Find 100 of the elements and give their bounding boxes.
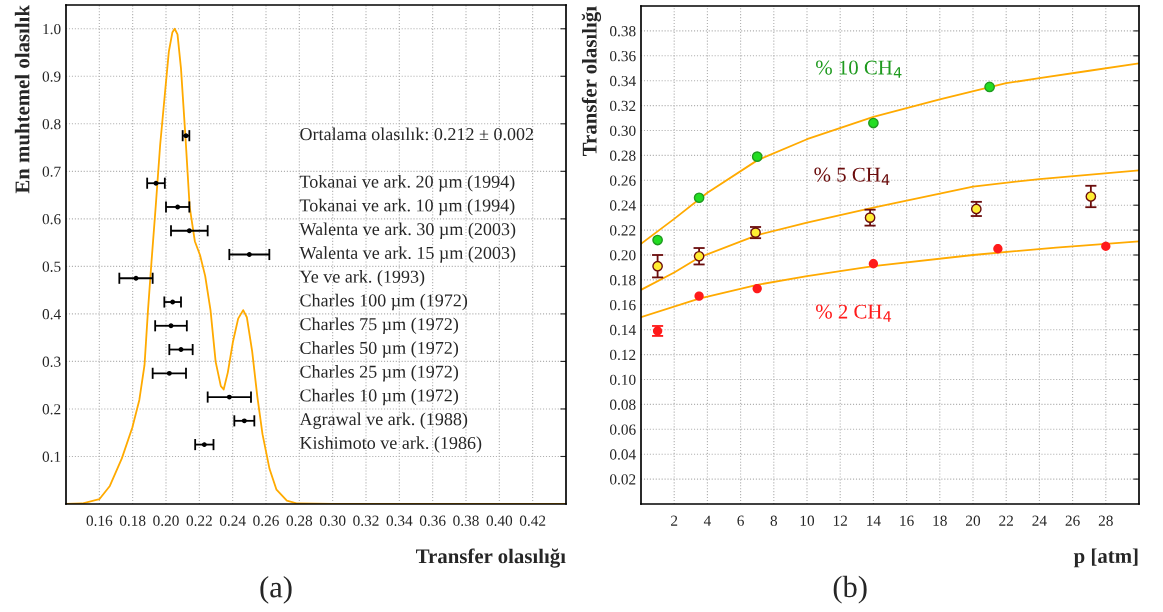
x-tick-label: 8 [770,515,778,526]
point [178,347,184,352]
line-series [641,62,1139,245]
point [133,275,139,281]
y-tick-label: 0.8 [42,118,61,130]
point [1085,191,1097,202]
y-tick-label: 0.32 [609,100,636,112]
x-tick-label: 0.38 [453,515,479,526]
y-tick-label: 0.30 [609,125,636,137]
point [241,418,247,424]
point [694,291,704,301]
point [201,442,207,448]
y-tick-label: 0.24 [609,200,636,211]
x-tick-label: 0.36 [419,515,446,526]
y-tick-label: 0.34 [609,75,636,87]
point [693,192,705,204]
y-tick-label: 0.6 [42,214,61,225]
y-tick-label: 0.12 [609,349,636,361]
y-tick-label: 0.04 [609,449,636,460]
point [993,244,1003,254]
point [868,259,879,269]
annotation: Ye ve ark. (1993) [299,270,425,287]
point [166,370,172,376]
text: % 10 CH$_{4}$ [816,60,902,78]
y-tick-label: 0.38 [609,26,636,37]
series-label: % 2 CH$_{4}$ [816,304,892,322]
y-tick-label: 0.1 [42,451,61,462]
y-tick-label: 0.20 [609,250,636,261]
point [246,252,252,257]
annotation: Charles 10 µm (1972) [300,388,459,406]
annotation: Tokanai ve ark. 10 µm (1994) [299,198,515,216]
x-tick-label: 18 [933,515,947,526]
x-tick-label: 28 [1098,515,1113,526]
y-tick-label: 0.9 [42,71,61,82]
x-tick-label: 6 [737,515,744,526]
point [153,180,159,186]
x-tick-label: 0.26 [253,515,279,526]
annotation: Walenta ve ark. 15 µm (2003) [299,246,516,263]
point [693,250,705,262]
y-tick-label: 0.4 [42,309,61,320]
series-label: % 5 CH$_{4}$ [814,167,890,185]
x-axis-title: Transfer olasılığı [416,548,566,568]
point [864,212,876,224]
point [984,81,995,93]
point [652,260,663,272]
annotation: Agrawal ve ark. (1988) [299,412,468,429]
point [751,151,763,162]
annotation: Ortalama olasılık: 0.212 ± 0.002 [300,127,534,141]
x-tick-label: 0.32 [353,515,379,526]
annotation: Tokanai ve ark. 20 µm (1994) [299,175,515,192]
x-tick-label: 0.20 [153,515,179,526]
annotation: Charles 100 µm (1972) [300,293,468,311]
y-tick-label: 0.08 [609,399,636,410]
y-tick-label: 0.10 [609,374,636,386]
y-tick-label: 0.16 [609,299,636,311]
y-tick-label: 0.3 [42,356,61,367]
annotation: Charles 50 µm (1972) [300,341,459,358]
annotation: Charles 75 µm (1972) [300,317,459,334]
y-tick-label: 0.18 [609,275,636,286]
y-axis-title: En muhtemel olasılık [14,5,30,194]
x-tick-label: 0.40 [486,515,513,526]
text: (a) [260,575,292,604]
x-tick-label: 0.42 [519,515,546,526]
annotation: Walenta ve ark. 30 µm (2003) [299,222,516,239]
x-tick-label: 0.24 [219,515,246,526]
x-tick-label: 14 [867,515,881,526]
y-tick-label: 0.26 [609,175,636,186]
y-tick-label: 0.5 [42,261,61,272]
point [868,117,879,129]
x-tick-label: 0.16 [86,515,113,526]
x-tick-label: 2 [671,515,678,526]
y-tick-label: 0.36 [609,50,636,62]
x-tick-label: 0.34 [386,515,413,526]
y-tick-label: 0.22 [609,225,636,236]
x-tick-label: 20 [966,515,981,526]
x-tick-label: 0.22 [186,515,212,526]
y-tick-label: 0.7 [42,166,61,177]
y-tick-label: 0.28 [609,150,636,161]
y-tick-label: 0.14 [609,324,636,336]
y-tick-label: 0.02 [609,474,636,485]
x-axis-title: p [atm] [1073,548,1138,568]
y-tick-label: 0.2 [42,404,61,415]
point [168,323,174,329]
point [170,299,176,305]
x-tick-label: 0.28 [286,515,313,526]
y-axis-title: Transfer olasılığı [581,6,602,156]
x-tick-label: 0.30 [319,515,346,526]
x-tick-label: 10 [800,515,815,526]
point [175,204,181,210]
x-tick-label: 12 [833,515,847,526]
annotation: Charles 25 µm (1972) [300,365,459,382]
y-tick-label: 0.06 [609,424,636,435]
text: (b) [833,575,867,604]
point [652,234,663,246]
point [752,283,762,294]
point [186,228,192,234]
x-tick-label: 22 [999,515,1013,526]
annotation: Kishimoto ve ark. (1986) [300,436,482,453]
x-tick-label: 16 [900,515,914,526]
x-tick-label: 0.18 [119,515,146,526]
